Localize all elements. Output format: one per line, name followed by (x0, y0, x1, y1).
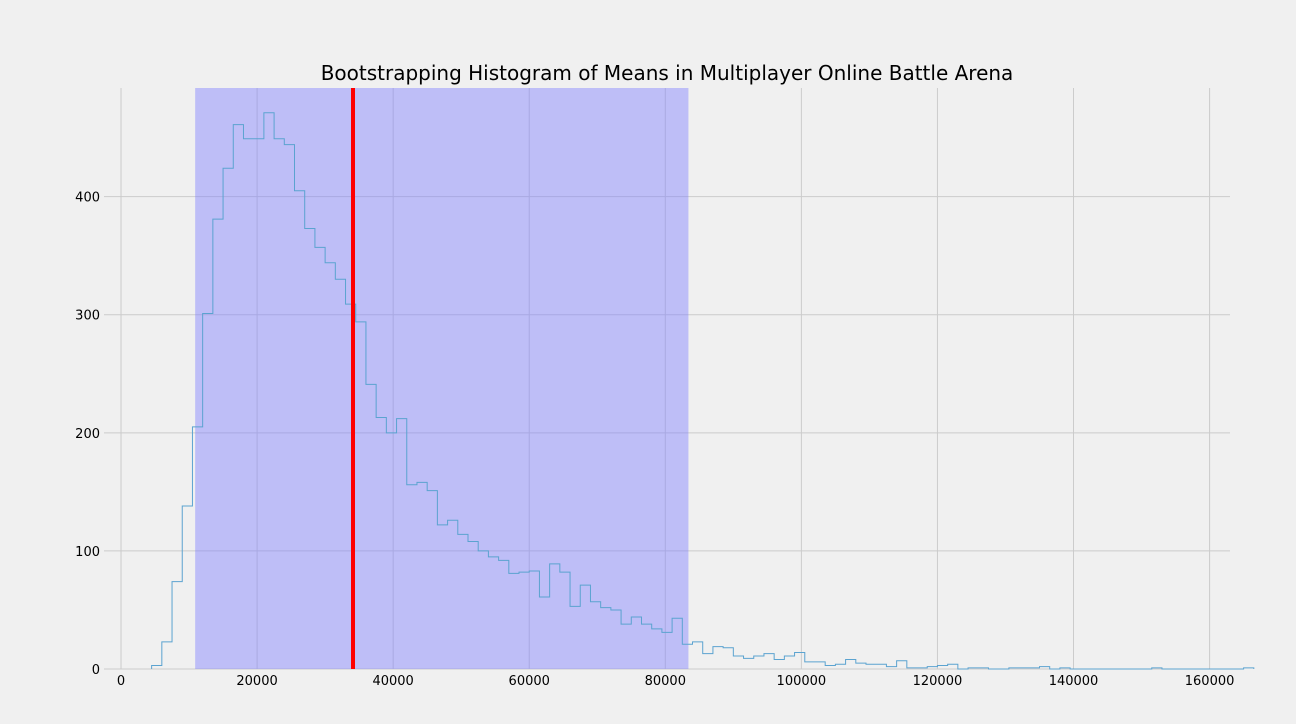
histogram-bin (897, 661, 907, 669)
histogram-bin (774, 660, 784, 669)
histogram-bin (744, 658, 754, 669)
histogram-bin (182, 506, 192, 669)
histogram-bin (152, 665, 162, 669)
x-tick-label: 100000 (777, 674, 827, 689)
histogram (151, 112, 1255, 670)
confidence-interval (195, 88, 689, 669)
histogram-bin (866, 664, 876, 669)
histogram-bin (733, 656, 743, 669)
x-tick-label: 60000 (509, 674, 550, 689)
y-axis-ticks: 0 100 200 300 400 (75, 191, 100, 678)
histogram-bin (713, 647, 723, 669)
y-tick-label: 200 (75, 427, 100, 442)
histogram-bin (856, 663, 866, 669)
histogram-bin (784, 656, 794, 669)
x-tick-label: 20000 (236, 674, 277, 689)
histogram-bin (764, 654, 774, 669)
histogram-bin (172, 582, 182, 669)
histogram-bin (937, 665, 947, 669)
y-tick-label: 100 (75, 545, 100, 560)
y-tick-label: 400 (75, 191, 100, 206)
x-tick-label: 0 (117, 674, 125, 689)
x-tick-label: 80000 (645, 674, 686, 689)
histogram-bin (815, 662, 825, 669)
y-tick-label: 0 (92, 663, 100, 678)
histogram-bin (876, 664, 886, 669)
histogram-bin (948, 664, 958, 669)
histogram-bin (723, 648, 733, 669)
histogram-bin (795, 652, 805, 669)
histogram-outline (151, 112, 1255, 670)
histogram-bin (835, 664, 845, 669)
histogram-bin (805, 662, 815, 669)
confidence-interval-band (195, 88, 689, 669)
histogram-bin (703, 654, 713, 669)
y-tick-label: 300 (75, 309, 100, 324)
x-tick-label: 120000 (913, 674, 963, 689)
x-axis-ticks: 0 20000 40000 60000 80000 100000 120000 140000 1… (117, 674, 1235, 689)
histogram-bin (846, 660, 856, 669)
grid (104, 88, 1230, 670)
chart-title: Bootstrapping Histogram of Means in Mult… (321, 61, 1014, 85)
histogram-bin (693, 642, 703, 669)
x-tick-label: 140000 (1049, 674, 1099, 689)
histogram-bin (825, 665, 835, 669)
x-tick-label: 40000 (372, 674, 413, 689)
histogram-bin (754, 656, 764, 669)
histogram-bin (162, 642, 172, 669)
x-tick-label: 160000 (1185, 674, 1235, 689)
